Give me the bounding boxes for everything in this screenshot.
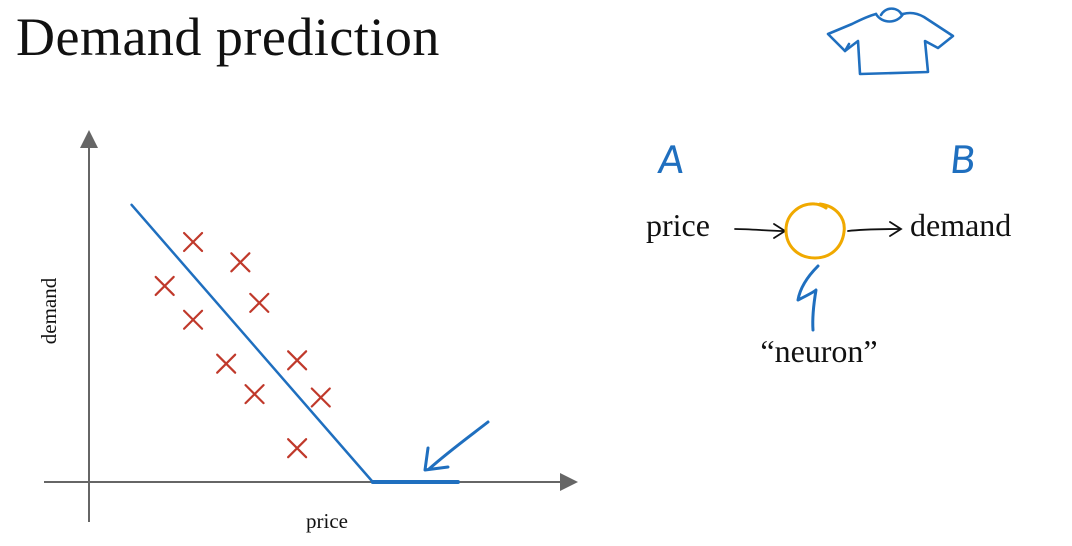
data-point — [249, 292, 270, 313]
y-axis-arrowhead — [80, 130, 98, 148]
squiggle-pointer-icon — [796, 264, 820, 332]
data-point — [287, 438, 308, 459]
neuron-label: “neuron” — [760, 333, 877, 369]
data-point — [182, 309, 204, 330]
output-letter: B — [948, 138, 979, 182]
data-point — [310, 387, 331, 408]
neuron-diagram: A B price demand “neuron” — [646, 138, 1011, 369]
data-point — [244, 384, 265, 405]
tshirt-icon — [826, 7, 955, 76]
output-arrow — [847, 221, 903, 237]
input-label: price — [646, 207, 710, 243]
data-point — [287, 350, 308, 371]
input-letter: A — [656, 138, 687, 182]
x-axis-label: price — [306, 509, 348, 533]
data-point — [216, 353, 237, 374]
x-axis-arrowhead — [560, 473, 578, 491]
arrow-icon — [423, 420, 490, 472]
data-point — [182, 231, 204, 253]
data-point — [230, 252, 251, 273]
fit-line-sloped — [130, 203, 375, 484]
input-arrow — [734, 223, 787, 239]
slide-title: Demand prediction — [16, 7, 440, 67]
demand-chart: price demand — [37, 130, 578, 533]
output-label: demand — [910, 207, 1011, 243]
neuron-circle — [784, 202, 846, 260]
data-point — [154, 275, 175, 297]
data-points-group — [154, 231, 331, 459]
fit-line-group — [130, 203, 460, 484]
y-axis-label: demand — [37, 277, 61, 344]
